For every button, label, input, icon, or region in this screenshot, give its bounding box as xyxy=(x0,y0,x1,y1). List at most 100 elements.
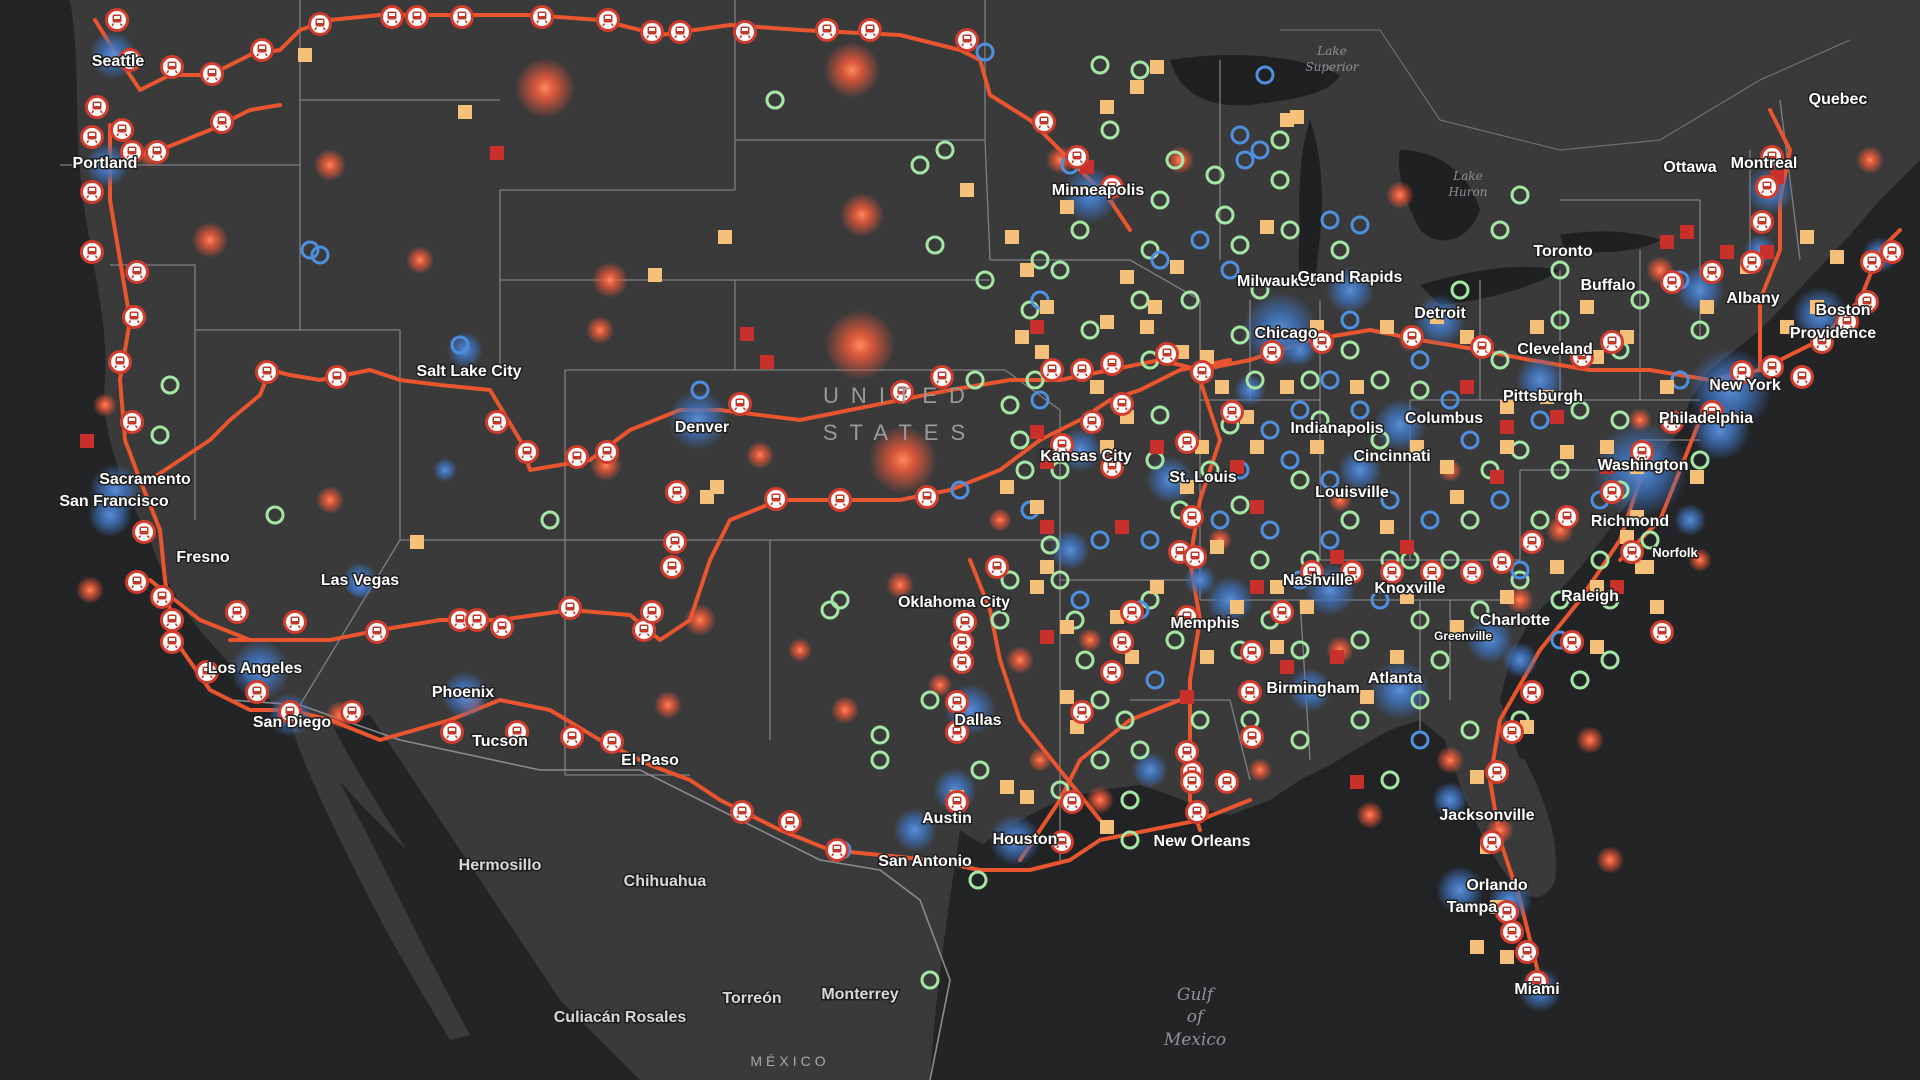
train-station-icon[interactable] xyxy=(1155,342,1179,366)
train-station-icon[interactable] xyxy=(225,600,249,624)
train-station-icon[interactable] xyxy=(515,440,539,464)
train-station-icon[interactable] xyxy=(953,610,977,634)
train-station-icon[interactable] xyxy=(1620,540,1644,564)
train-station-icon[interactable] xyxy=(1175,740,1199,764)
train-station-icon[interactable] xyxy=(405,5,429,29)
train-station-icon[interactable] xyxy=(308,12,332,36)
train-station-icon[interactable] xyxy=(80,125,104,149)
train-station-icon[interactable] xyxy=(485,410,509,434)
train-station-icon[interactable] xyxy=(945,690,969,714)
train-station-icon[interactable] xyxy=(1180,770,1204,794)
train-station-icon[interactable] xyxy=(565,445,589,469)
train-station-icon[interactable] xyxy=(1515,940,1539,964)
train-station-icon[interactable] xyxy=(1750,210,1774,234)
train-station-icon[interactable] xyxy=(828,488,852,512)
train-station-icon[interactable] xyxy=(1790,365,1814,389)
train-station-icon[interactable] xyxy=(1500,720,1524,744)
train-station-icon[interactable] xyxy=(600,730,624,754)
train-station-icon[interactable] xyxy=(1495,900,1519,924)
train-station-icon[interactable] xyxy=(108,350,132,374)
train-station-icon[interactable] xyxy=(1040,358,1064,382)
train-station-icon[interactable] xyxy=(1185,800,1209,824)
train-station-icon[interactable] xyxy=(1560,630,1584,654)
train-station-icon[interactable] xyxy=(1120,600,1144,624)
train-station-icon[interactable] xyxy=(105,8,129,32)
train-station-icon[interactable] xyxy=(440,720,464,744)
train-station-icon[interactable] xyxy=(1240,640,1264,664)
train-station-icon[interactable] xyxy=(340,700,364,724)
train-station-icon[interactable] xyxy=(1260,340,1284,364)
train-station-icon[interactable] xyxy=(380,5,404,29)
train-station-icon[interactable] xyxy=(150,585,174,609)
train-station-icon[interactable] xyxy=(1270,600,1294,624)
train-station-icon[interactable] xyxy=(825,838,849,862)
train-station-icon[interactable] xyxy=(595,440,619,464)
train-station-icon[interactable] xyxy=(1080,410,1104,434)
train-station-icon[interactable] xyxy=(1880,240,1904,264)
train-station-icon[interactable] xyxy=(1480,830,1504,854)
train-station-icon[interactable] xyxy=(1110,630,1134,654)
train-station-icon[interactable] xyxy=(490,615,514,639)
train-station-icon[interactable] xyxy=(915,485,939,509)
train-station-icon[interactable] xyxy=(1215,770,1239,794)
train-station-icon[interactable] xyxy=(145,140,169,164)
train-station-icon[interactable] xyxy=(1240,725,1264,749)
train-station-icon[interactable] xyxy=(365,620,389,644)
train-station-icon[interactable] xyxy=(80,240,104,264)
train-station-icon[interactable] xyxy=(1180,505,1204,529)
train-station-icon[interactable] xyxy=(1860,250,1884,274)
train-station-icon[interactable] xyxy=(325,365,349,389)
train-station-icon[interactable] xyxy=(125,260,149,284)
train-station-icon[interactable] xyxy=(660,555,684,579)
train-station-icon[interactable] xyxy=(1175,430,1199,454)
train-station-icon[interactable] xyxy=(955,28,979,52)
train-station-icon[interactable] xyxy=(120,410,144,434)
train-station-icon[interactable] xyxy=(640,600,664,624)
train-station-icon[interactable] xyxy=(160,608,184,632)
train-station-icon[interactable] xyxy=(1500,920,1524,944)
train-station-icon[interactable] xyxy=(1700,260,1724,284)
train-station-icon[interactable] xyxy=(210,110,234,134)
train-station-icon[interactable] xyxy=(1460,560,1484,584)
train-station-icon[interactable] xyxy=(1520,530,1544,554)
train-station-icon[interactable] xyxy=(250,38,274,62)
train-station-icon[interactable] xyxy=(1660,270,1684,294)
train-station-icon[interactable] xyxy=(858,18,882,42)
train-station-icon[interactable] xyxy=(558,596,582,620)
train-station-icon[interactable] xyxy=(255,360,279,384)
train-station-icon[interactable] xyxy=(1755,175,1779,199)
train-station-icon[interactable] xyxy=(1100,660,1124,684)
train-station-icon[interactable] xyxy=(1760,355,1784,379)
train-station-icon[interactable] xyxy=(1470,335,1494,359)
train-station-icon[interactable] xyxy=(85,95,109,119)
train-station-icon[interactable] xyxy=(245,680,269,704)
train-station-icon[interactable] xyxy=(110,118,134,142)
train-station-icon[interactable] xyxy=(1065,145,1089,169)
train-station-icon[interactable] xyxy=(1238,680,1262,704)
train-station-icon[interactable] xyxy=(1183,545,1207,569)
train-station-icon[interactable] xyxy=(1070,358,1094,382)
train-station-icon[interactable] xyxy=(132,520,156,544)
train-station-icon[interactable] xyxy=(200,62,224,86)
train-station-icon[interactable] xyxy=(663,530,687,554)
train-station-icon[interactable] xyxy=(1600,330,1624,354)
train-station-icon[interactable] xyxy=(283,610,307,634)
train-station-icon[interactable] xyxy=(530,5,554,29)
train-station-icon[interactable] xyxy=(160,630,184,654)
train-station-icon[interactable] xyxy=(728,392,752,416)
train-station-icon[interactable] xyxy=(778,810,802,834)
train-station-icon[interactable] xyxy=(1220,400,1244,424)
train-station-icon[interactable] xyxy=(1650,620,1674,644)
train-station-icon[interactable] xyxy=(465,608,489,632)
train-station-icon[interactable] xyxy=(1032,110,1056,134)
train-station-icon[interactable] xyxy=(1100,352,1124,376)
train-station-icon[interactable] xyxy=(560,725,584,749)
train-station-icon[interactable] xyxy=(764,487,788,511)
train-station-icon[interactable] xyxy=(1060,790,1084,814)
train-station-icon[interactable] xyxy=(640,20,664,44)
train-station-icon[interactable] xyxy=(1110,392,1134,416)
train-station-icon[interactable] xyxy=(80,180,104,204)
train-station-icon[interactable] xyxy=(665,480,689,504)
train-station-icon[interactable] xyxy=(125,570,149,594)
train-station-icon[interactable] xyxy=(160,55,184,79)
